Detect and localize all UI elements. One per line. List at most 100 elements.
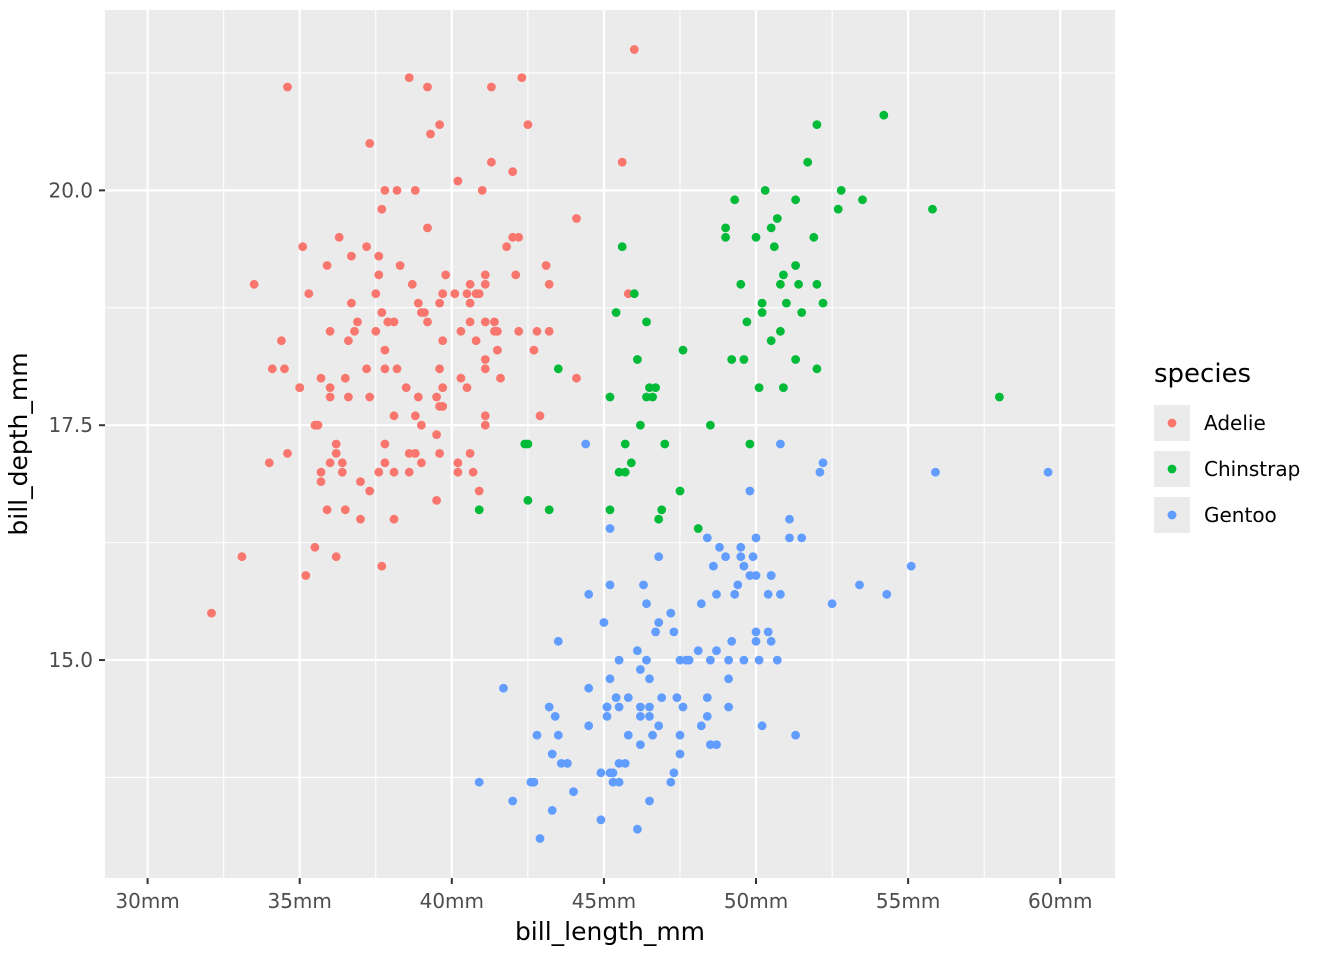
point-gentoo [739,561,749,571]
point-chinstrap [693,524,703,533]
point-adelie [480,317,490,327]
point-gentoo [529,777,539,787]
point-gentoo [709,561,718,571]
point-adelie [316,467,326,477]
point-chinstrap [523,496,533,505]
point-adelie [435,120,444,129]
point-chinstrap [739,355,749,364]
legend-title: species [1154,359,1251,389]
point-adelie [331,552,341,562]
point-chinstrap [727,355,737,364]
point-chinstrap [730,195,740,205]
point-gentoo [763,589,773,599]
point-adelie [377,204,387,214]
point-adelie [480,364,490,374]
point-gentoo [715,542,724,552]
point-gentoo [639,580,648,590]
point-adelie [617,157,627,167]
point-adelie [371,289,381,299]
point-chinstrap [645,383,654,392]
point-chinstrap [779,270,788,280]
point-gentoo [602,712,612,721]
point-chinstrap [776,326,785,336]
point-gentoo [535,834,545,843]
point-gentoo [596,768,606,778]
point-gentoo [702,533,712,543]
point-adelie [502,242,511,252]
legend-key-point [1167,510,1177,520]
point-chinstrap [818,298,828,308]
legend-entries: Adelie Chinstrap Gentoo [1154,405,1300,533]
point-gentoo [739,655,749,665]
point-gentoo [745,486,755,496]
point-chinstrap [745,439,755,449]
point-gentoo [581,439,591,449]
point-adelie [356,477,365,486]
x-axis-title: bill_length_mm [515,917,705,946]
point-gentoo [724,702,733,712]
point-adelie [432,496,441,505]
point-adelie [462,289,472,299]
point-gentoo [669,768,679,778]
point-chinstrap [605,392,615,402]
point-adelie [283,449,292,458]
point-adelie [417,458,426,468]
point-adelie [435,298,444,308]
point-gentoo [499,683,508,693]
point-adelie [477,186,487,195]
point-adelie [362,364,371,374]
legend-label: Chinstrap [1204,457,1300,481]
point-gentoo [651,627,660,637]
x-tick-label: 35mm [267,889,331,913]
point-chinstrap [742,317,752,327]
point-adelie [365,486,375,496]
y-tick-label: 20.0 [48,178,93,202]
point-chinstrap [751,232,761,242]
point-adelie [365,139,375,148]
point-adelie [395,261,405,270]
point-chinstrap [812,364,822,374]
point-gentoo [563,759,572,768]
point-gentoo [636,712,645,721]
point-adelie [480,420,490,430]
point-gentoo [584,683,594,693]
point-chinstrap [474,505,484,515]
point-gentoo [706,740,715,749]
point-gentoo [614,655,624,665]
point-chinstrap [629,289,639,299]
point-adelie [517,73,527,82]
point-gentoo [1043,467,1053,477]
point-chinstrap [760,186,770,195]
point-gentoo [785,514,794,524]
point-gentoo [766,571,776,580]
point-adelie [310,542,320,552]
point-adelie [514,326,524,336]
point-adelie [350,326,359,336]
legend-label: Gentoo [1204,503,1277,527]
point-gentoo [815,467,825,477]
point-adelie [511,270,521,280]
point-chinstrap [794,279,803,289]
point-adelie [340,505,350,515]
point-adelie [377,561,387,571]
point-gentoo [584,589,594,599]
point-chinstrap [766,336,776,346]
point-adelie [462,383,472,392]
point-adelie [337,458,347,468]
point-gentoo [642,599,651,609]
point-gentoo [797,533,807,543]
point-adelie [325,383,335,392]
point-adelie [480,279,490,289]
point-adelie [389,514,399,524]
point-chinstrap [706,420,715,430]
point-chinstrap [757,298,767,308]
point-adelie [298,242,308,252]
point-gentoo [736,552,746,562]
point-adelie [249,279,259,289]
point-adelie [435,364,444,374]
point-gentoo [745,571,755,580]
point-gentoo [547,806,557,815]
point-adelie [392,364,402,374]
point-gentoo [547,749,557,759]
point-adelie [480,355,490,364]
